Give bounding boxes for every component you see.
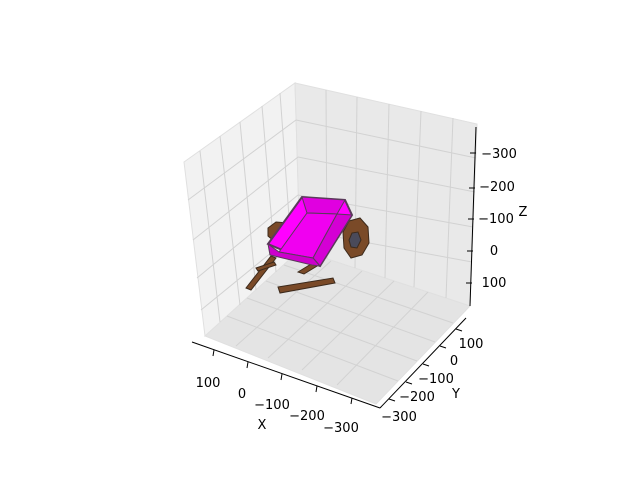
z-tick-label: 100 <box>482 276 507 291</box>
y-tick-label: 0 <box>450 354 458 369</box>
y-axis-label: Y <box>451 387 460 402</box>
x-tick-label: 0 <box>238 387 246 402</box>
y-tick-label: −300 <box>381 410 417 425</box>
x-axis-label: X <box>258 418 267 433</box>
cart-body <box>267 242 322 267</box>
z-tick-label: −300 <box>481 147 517 162</box>
cart-mesh <box>245 195 370 294</box>
tick-marks <box>212 152 476 405</box>
x-tick-label: −100 <box>254 398 290 413</box>
z-tick-label: 0 <box>490 244 498 259</box>
loose-plank <box>277 277 336 294</box>
wheel-hub <box>348 231 362 249</box>
axis-lines <box>191 126 477 409</box>
x-tick-label: −300 <box>323 421 359 436</box>
axis-panes <box>183 82 478 405</box>
x-tick-label: −200 <box>289 409 325 424</box>
cart-body <box>301 196 346 215</box>
z-tick-label: −200 <box>479 180 515 195</box>
handle-bar <box>255 261 277 272</box>
y-tick-label: −200 <box>399 390 435 405</box>
z-axis-label: Z <box>519 205 528 220</box>
y-tick-label: −100 <box>418 372 454 387</box>
z-tick-label: −100 <box>478 212 514 227</box>
x-tick-label: 100 <box>196 376 221 391</box>
y-tick-label: 100 <box>459 337 484 352</box>
